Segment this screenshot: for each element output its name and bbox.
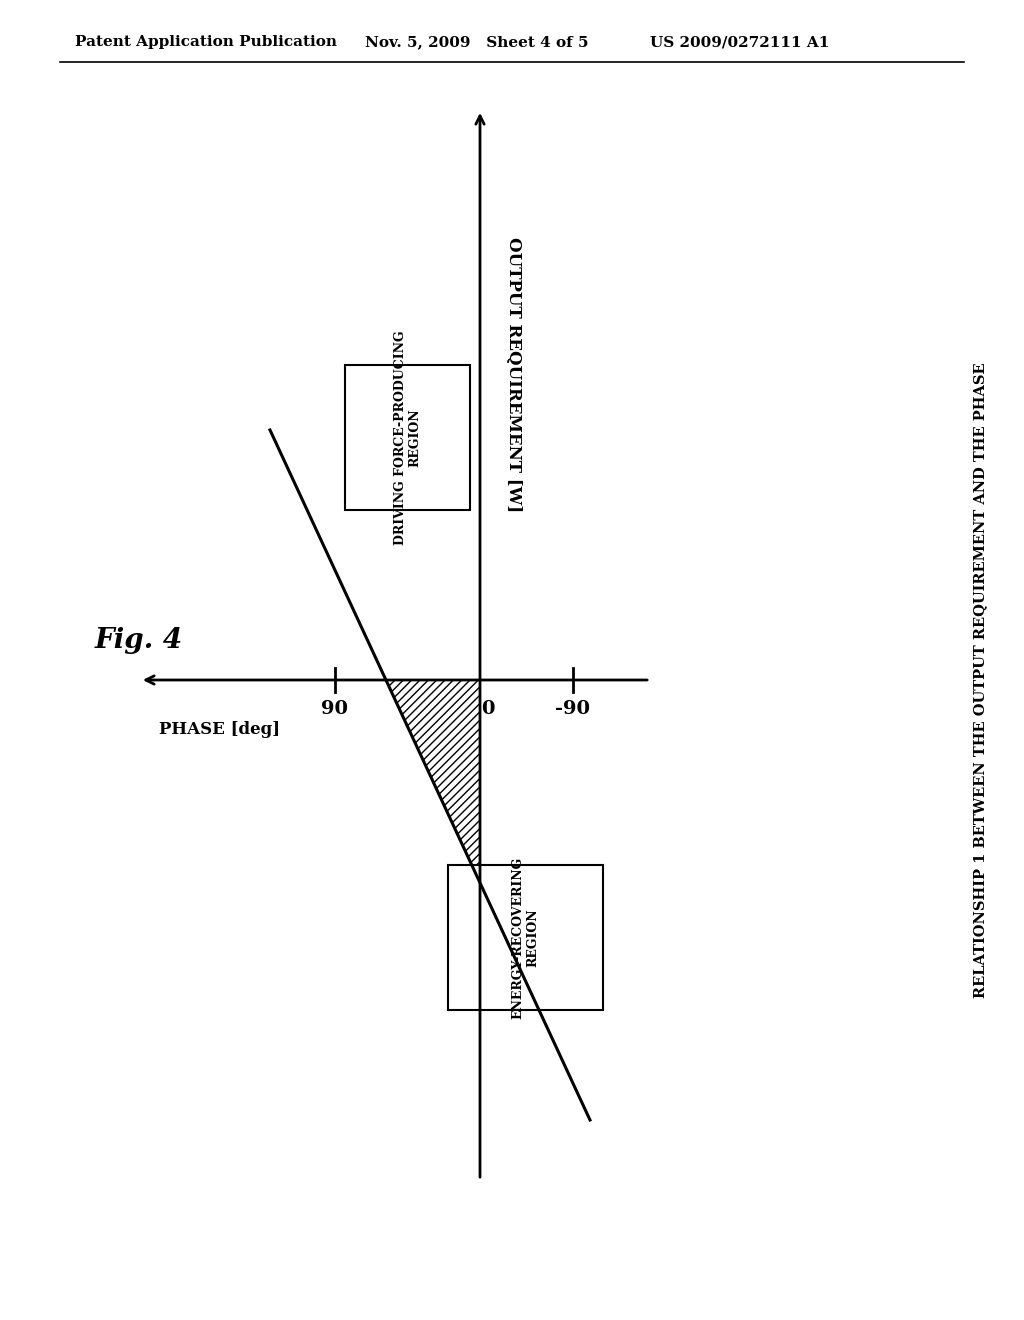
Text: 90: 90 [322,700,348,718]
Text: PHASE [deg]: PHASE [deg] [160,722,281,738]
Text: OUTPUT REQUIREMENT [W]: OUTPUT REQUIREMENT [W] [505,238,522,512]
Text: Nov. 5, 2009   Sheet 4 of 5: Nov. 5, 2009 Sheet 4 of 5 [365,36,589,49]
Text: DRIVING FORCE-PRODUCING
REGION: DRIVING FORCE-PRODUCING REGION [393,330,422,545]
Text: 0: 0 [481,700,495,718]
Text: -90: -90 [555,700,591,718]
Text: Patent Application Publication: Patent Application Publication [75,36,337,49]
Bar [345,366,470,510]
Bar [449,865,603,1010]
Text: Fig. 4: Fig. 4 [95,627,183,653]
Text: US 2009/0272111 A1: US 2009/0272111 A1 [650,36,829,49]
Text: ENERGY-RECOVERING
REGION: ENERGY-RECOVERING REGION [512,857,540,1019]
Text: RELATIONSHIP 1 BETWEEN THE OUTPUT REQUIREMENT AND THE PHASE: RELATIONSHIP 1 BETWEEN THE OUTPUT REQUIR… [973,362,987,998]
